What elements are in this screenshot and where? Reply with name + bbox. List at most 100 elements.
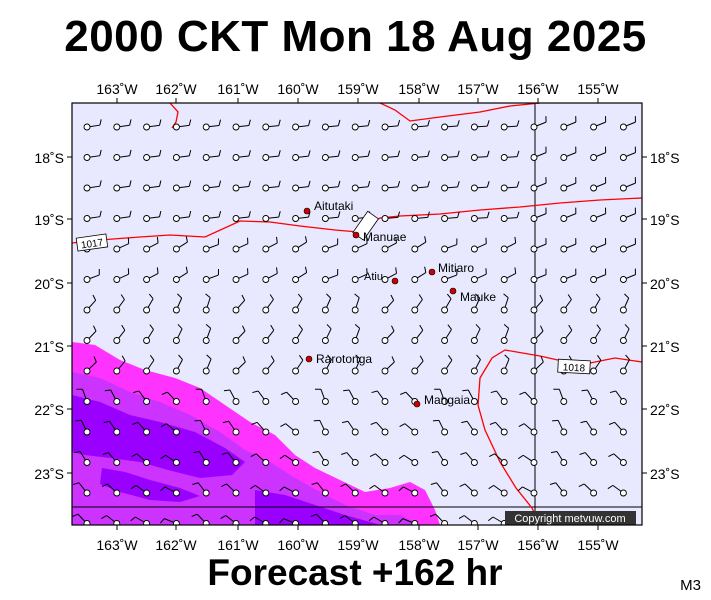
- wind-barb: [560, 177, 577, 192]
- wind-barb: [441, 324, 452, 344]
- wind-barb: [161, 391, 180, 405]
- wind-barb: [202, 293, 211, 314]
- wind-barb: [441, 150, 460, 161]
- wind-barb: [252, 390, 270, 405]
- wind-barb: [202, 269, 219, 283]
- wind-barb: [470, 120, 490, 131]
- lat-label-right: 20˚S: [650, 276, 680, 292]
- wind-barb: [172, 293, 183, 314]
- longitude-labels-top: 163˚W 162˚W 161˚W 160˚W 159˚W 158˚W 157˚…: [96, 81, 619, 97]
- wind-barb: [83, 149, 102, 161]
- wind-barb: [232, 119, 251, 131]
- wind-barb: [381, 150, 401, 161]
- wind-barb: [202, 119, 222, 131]
- wind-barb: [292, 211, 311, 222]
- wind-barb: [113, 210, 132, 222]
- wind-barb: [369, 453, 389, 466]
- wind-barb: [619, 238, 636, 253]
- wind-barb: [490, 390, 508, 405]
- place-markers: Aitutaki Manuae Atiu Mitiaro Mauke Rarot…: [303, 199, 496, 408]
- wind-barb: [500, 211, 520, 222]
- svg-text:Mauke: Mauke: [460, 290, 496, 304]
- wind-barb: [321, 211, 341, 222]
- wind-barb: [102, 452, 121, 466]
- wind-barb: [143, 180, 162, 192]
- wind-barb: [321, 354, 332, 375]
- wind-barb: [292, 236, 308, 253]
- wind-barb: [251, 421, 270, 436]
- wind-barb: [113, 294, 125, 314]
- wind-barb: [500, 236, 517, 253]
- wind-barb: [143, 267, 159, 283]
- wind-barb: [489, 421, 508, 436]
- wind-barb: [172, 210, 192, 222]
- lat-label-left: 18˚S: [34, 150, 64, 166]
- place-mangaia: Mangaia: [413, 393, 470, 408]
- wind-barb: [321, 293, 332, 314]
- wind-barb: [530, 268, 547, 283]
- wind-barb: [590, 238, 607, 253]
- wind-barb: [202, 354, 212, 375]
- svg-text:Aitutaki: Aitutaki: [314, 199, 353, 213]
- wind-barb: [488, 453, 508, 466]
- wind-barb: [351, 323, 361, 344]
- wind-barb: [292, 266, 308, 283]
- wind-barb: [500, 293, 509, 314]
- svg-text:Rarotonga: Rarotonga: [316, 352, 372, 366]
- wind-barb: [232, 268, 249, 283]
- wind-barb: [371, 390, 389, 405]
- wind-barb: [411, 211, 430, 222]
- wind-barb: [113, 180, 132, 192]
- isobar-labels: 1017 1018: [75, 210, 591, 375]
- wind-barb: [222, 420, 240, 436]
- wind-barb: [441, 355, 453, 375]
- wind-barb: [341, 452, 359, 466]
- wind-barb: [381, 211, 401, 222]
- wind-barb: [279, 486, 300, 497]
- svg-text:Manuae: Manuae: [363, 230, 407, 244]
- wind-barb: [321, 150, 341, 161]
- wind-barb: [500, 120, 520, 131]
- lon-label-top: 160˚W: [277, 81, 319, 97]
- wind-barb: [580, 420, 598, 436]
- wind-barb: [262, 236, 278, 253]
- wind-barb: [470, 354, 481, 375]
- wind-barb: [280, 391, 300, 405]
- wind-barb: [192, 482, 210, 497]
- wind-barb: [232, 356, 246, 375]
- wind-barb: [550, 450, 568, 466]
- lat-label-left: 21˚S: [34, 339, 64, 355]
- wind-barb: [590, 207, 607, 222]
- wind-barb: [519, 391, 538, 405]
- wind-barb: [292, 180, 311, 192]
- isobar-line-top-right: [379, 103, 541, 122]
- wind-barb: [101, 515, 121, 525]
- wind-barb: [280, 423, 300, 436]
- wind-barb: [83, 325, 97, 344]
- wind-barb: [530, 238, 547, 253]
- wind-barb-layer: [72, 116, 636, 525]
- wind-barb: [83, 119, 102, 131]
- wind-barb: [104, 389, 121, 405]
- wind-barb: [619, 293, 630, 314]
- wind-barb: [619, 354, 630, 375]
- wind-barb: [132, 421, 151, 436]
- wind-barb: [172, 354, 183, 375]
- wind-barb: [607, 484, 627, 497]
- wind-barb: [202, 211, 222, 222]
- wind-barb: [223, 389, 240, 405]
- wind-barb: [552, 419, 568, 436]
- wind-barb: [202, 180, 222, 192]
- wind-barb: [431, 450, 449, 466]
- wind-barb: [411, 355, 424, 375]
- wind-barb: [470, 237, 487, 253]
- wind-barb: [172, 324, 183, 344]
- wind-barb: [113, 149, 132, 161]
- lon-label-top: 163˚W: [96, 81, 138, 97]
- wind-barb: [381, 180, 401, 192]
- svg-text:Mitiaro: Mitiaro: [438, 261, 474, 275]
- wind-barb: [292, 293, 303, 314]
- place-manuae: Manuae: [352, 230, 407, 244]
- wind-barb: [609, 390, 627, 405]
- lon-label-bottom: 155˚W: [577, 537, 619, 553]
